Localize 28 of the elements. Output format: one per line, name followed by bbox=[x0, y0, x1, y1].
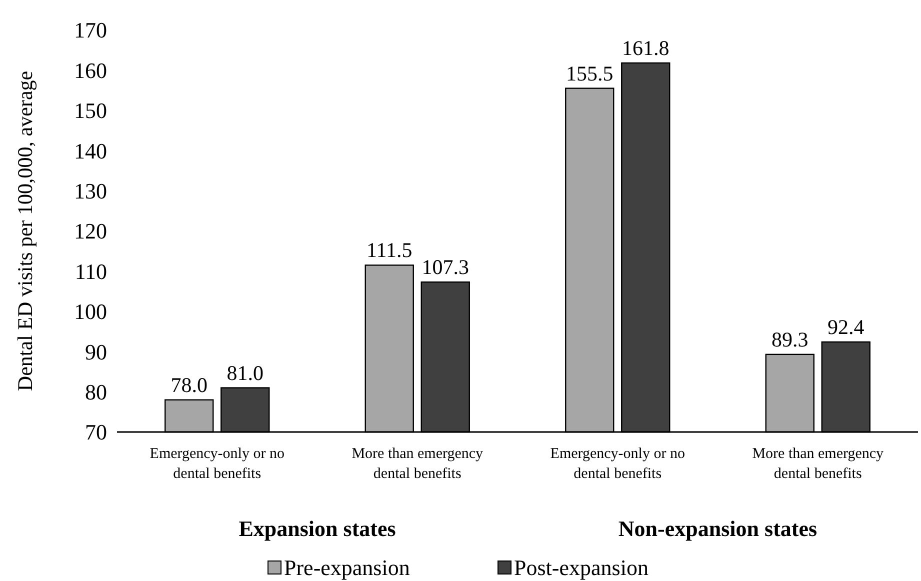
y-tick-label: 130 bbox=[74, 178, 107, 204]
data-label: 92.4 bbox=[828, 314, 865, 339]
y-tick-label: 100 bbox=[74, 299, 107, 324]
data-label: 89.3 bbox=[772, 327, 808, 352]
y-tick-label: 110 bbox=[74, 258, 107, 284]
y-tick-label: 160 bbox=[74, 58, 107, 83]
legend-label: Pre-expansion bbox=[284, 555, 410, 580]
x-tick-label: More than emergency dental benefits bbox=[752, 446, 884, 482]
text: Expansion states bbox=[238, 516, 396, 541]
data-label: 161.8 bbox=[622, 36, 670, 60]
y-axis-title: Dental ED visits per 100,000, average bbox=[13, 70, 37, 392]
legend-label: Post-expansion bbox=[514, 555, 648, 580]
y-tick-label: 170 bbox=[74, 18, 107, 43]
y-tick-label: 70 bbox=[85, 420, 107, 445]
text: Non-expansion states bbox=[618, 516, 818, 541]
y-tick-label: 120 bbox=[74, 218, 107, 244]
y-tick-label: 150 bbox=[74, 98, 107, 124]
x-tick-label: Emergency-only or no dental benefits bbox=[150, 446, 284, 482]
data-label: 111.5 bbox=[366, 238, 412, 262]
y-tick-label: 140 bbox=[74, 138, 107, 164]
data-label: 78.0 bbox=[170, 372, 208, 397]
data-label: 107.3 bbox=[422, 255, 469, 280]
x-tick-label: Emergency-only or no dental benefits bbox=[550, 446, 685, 482]
y-tick-label: 80 bbox=[85, 380, 107, 404]
x-tick-label: More than emergency dental benefits bbox=[352, 446, 484, 482]
y-tick-label: 90 bbox=[85, 339, 107, 364]
data-label: 81.0 bbox=[226, 360, 264, 385]
data-label: 155.5 bbox=[566, 61, 614, 86]
